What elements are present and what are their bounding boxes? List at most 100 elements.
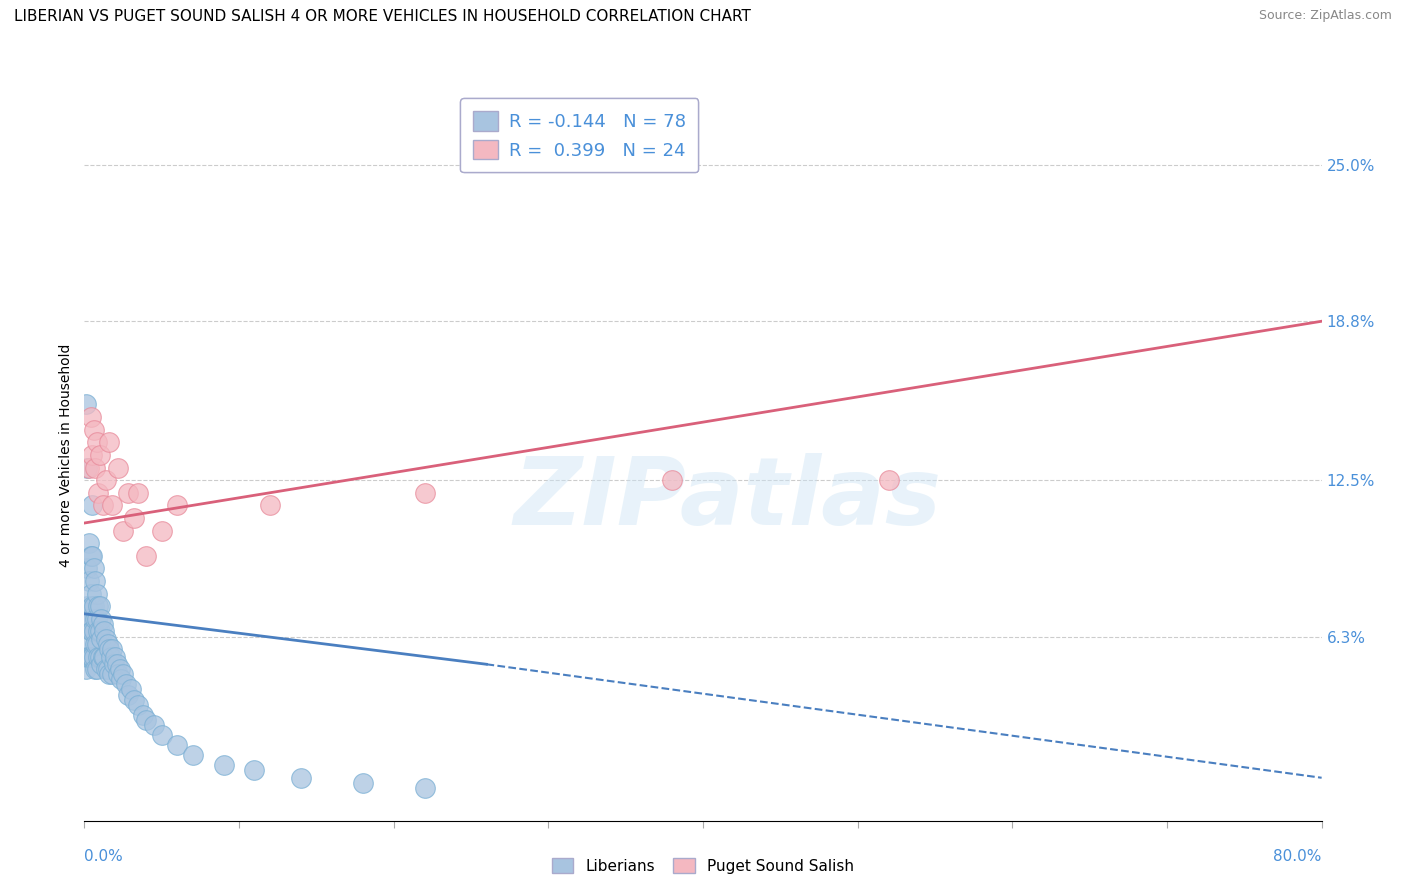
Point (166, 738, 188, 752)
Point (97, 637, 120, 651)
Point (166, 499, 188, 513)
Point (75, 637, 97, 651)
Y-axis label: 4 or more Vehicles in Household: 4 or more Vehicles in Household (59, 343, 73, 566)
Text: 0.0%: 0.0% (84, 849, 124, 863)
Point (76, 649, 98, 664)
Point (107, 460, 129, 475)
Point (212, 758, 235, 772)
Point (98, 642, 121, 657)
Point (79, 587, 101, 601)
Point (86, 637, 108, 651)
Point (90, 657, 112, 672)
Point (76, 561, 98, 575)
Point (77, 460, 100, 475)
Text: 80.0%: 80.0% (1274, 849, 1322, 863)
Point (89, 448, 111, 462)
Point (101, 667, 124, 681)
Point (83, 423, 105, 437)
Point (413, 485, 436, 500)
Text: Source: ZipAtlas.com: Source: ZipAtlas.com (1258, 9, 1392, 22)
Point (86, 612, 108, 626)
Point (122, 692, 145, 706)
Point (77, 574, 100, 588)
Point (84, 637, 107, 651)
Text: LIBERIAN VS PUGET SOUND SALISH 4 OR MORE VEHICLES IN HOUSEHOLD CORRELATION CHART: LIBERIAN VS PUGET SOUND SALISH 4 OR MORE… (14, 9, 751, 24)
Point (89, 599, 111, 614)
Point (76, 599, 98, 614)
Point (77, 612, 100, 626)
Text: ZIPatlas: ZIPatlas (513, 453, 942, 545)
Point (82, 448, 104, 462)
Point (79, 410, 101, 425)
Point (93, 624, 115, 639)
Point (101, 499, 124, 513)
Point (79, 649, 101, 664)
Point (83, 561, 105, 575)
Point (89, 649, 111, 664)
Point (877, 473, 900, 487)
Point (128, 698, 150, 712)
Point (105, 657, 128, 672)
Point (128, 485, 150, 500)
Point (115, 677, 138, 691)
Point (290, 771, 312, 785)
Point (143, 718, 166, 732)
Point (104, 649, 127, 664)
Point (100, 649, 122, 664)
Point (83, 624, 105, 639)
Point (89, 624, 111, 639)
Point (82, 624, 104, 639)
Point (84, 612, 107, 626)
Point (150, 728, 173, 742)
Point (79, 549, 101, 563)
Point (91, 616, 114, 631)
Point (84, 574, 107, 588)
Point (108, 662, 131, 676)
Point (352, 776, 374, 790)
Point (75, 397, 97, 411)
Point (135, 549, 157, 563)
Point (98, 435, 121, 450)
Point (107, 667, 129, 681)
Point (75, 662, 97, 676)
Point (97, 662, 120, 676)
Point (82, 549, 104, 563)
Point (91, 649, 114, 664)
Point (91, 499, 114, 513)
Point (94, 632, 117, 646)
Point (79, 624, 101, 639)
Point (77, 649, 100, 664)
Point (181, 747, 204, 762)
Point (112, 524, 135, 538)
Point (87, 485, 110, 500)
Point (83, 599, 105, 614)
Point (84, 460, 107, 475)
Point (117, 485, 139, 500)
Point (82, 649, 104, 664)
Point (243, 763, 266, 777)
Point (75, 612, 97, 626)
Point (86, 662, 108, 676)
Legend: R = -0.144   N = 78, R =  0.399   N = 24: R = -0.144 N = 78, R = 0.399 N = 24 (460, 98, 699, 172)
Point (150, 524, 173, 538)
Point (86, 435, 108, 450)
Point (112, 667, 135, 681)
Point (76, 460, 98, 475)
Point (110, 673, 132, 687)
Point (87, 624, 110, 639)
Point (413, 780, 436, 795)
Point (120, 682, 142, 697)
Point (82, 499, 104, 513)
Point (132, 707, 155, 722)
Point (83, 649, 105, 664)
Point (122, 511, 145, 525)
Point (117, 688, 139, 702)
Point (94, 662, 117, 676)
Point (103, 657, 125, 672)
Legend: Liberians, Puget Sound Salish: Liberians, Puget Sound Salish (546, 852, 860, 880)
Point (90, 632, 112, 646)
Point (86, 587, 108, 601)
Point (84, 662, 107, 676)
Point (87, 649, 110, 664)
Point (98, 667, 121, 681)
